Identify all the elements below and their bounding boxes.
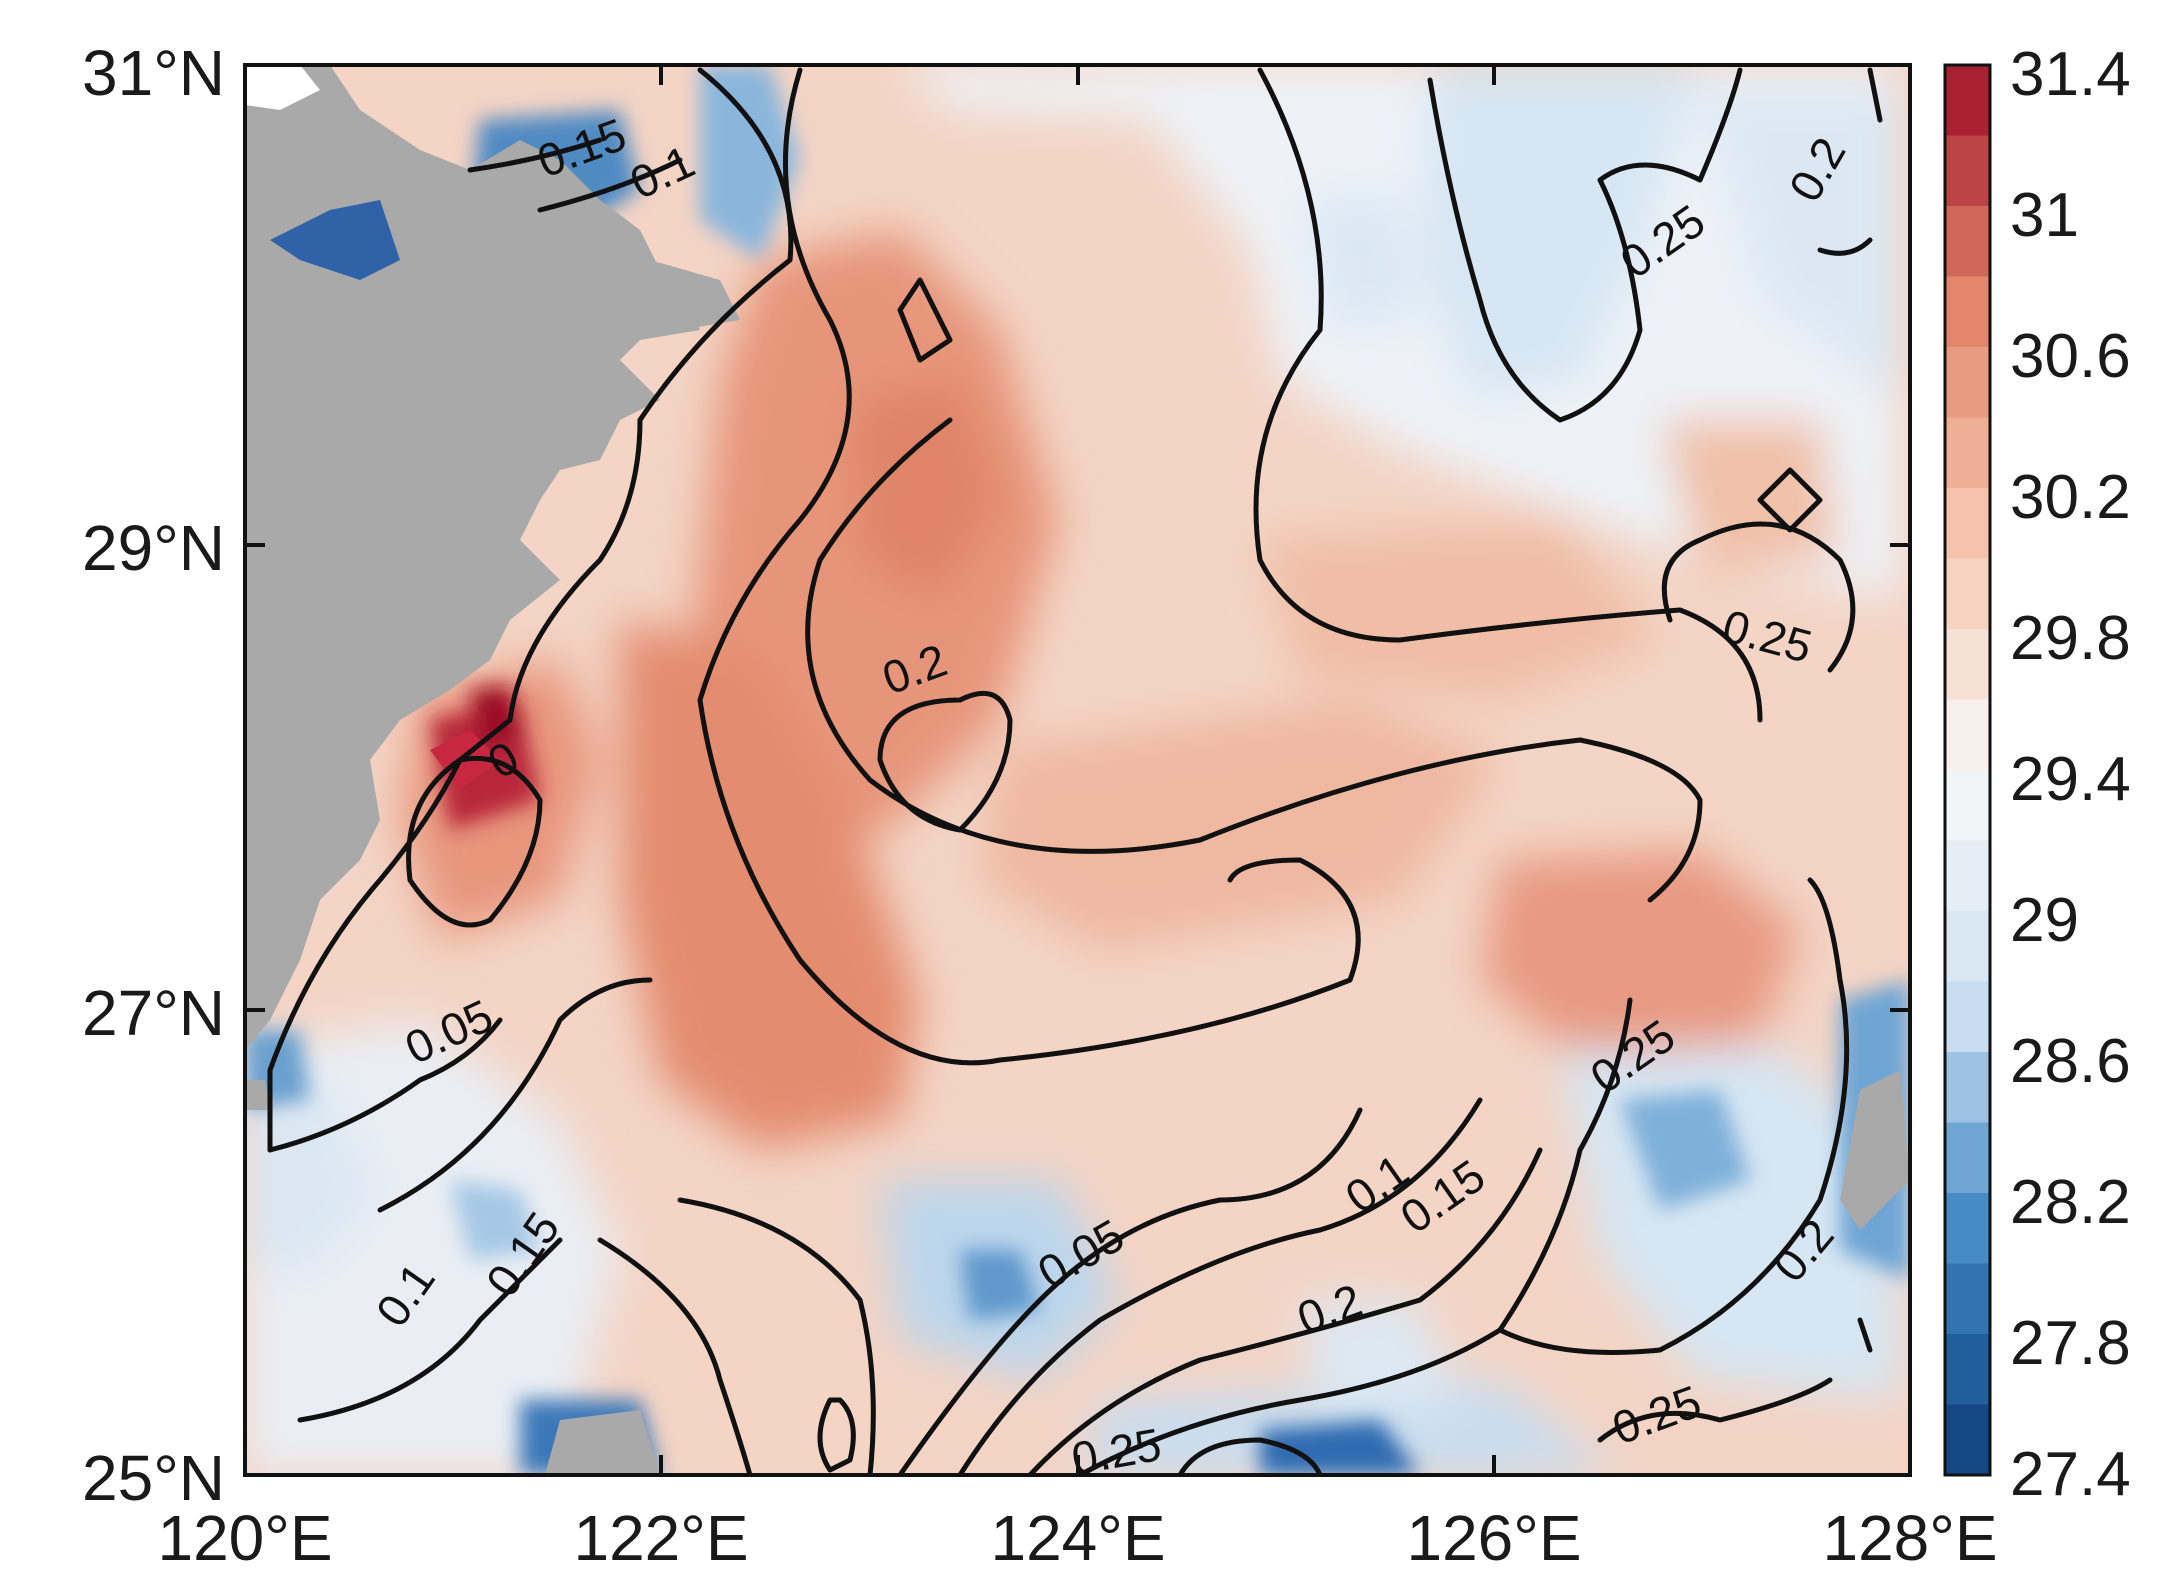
colorbar: 31.4 31 30.6 30.2 29.8 29.4 29 28.6 28.2…	[1943, 40, 2131, 1509]
sst-field: 0.15 0.1 0.25 0.2 0.25 0.2 0 0.05 0.1 0.…	[245, 65, 1910, 1475]
colorbar-label: 28.6	[2010, 1027, 2131, 1096]
lon-label-122e: 122°E	[573, 1502, 748, 1574]
colorbar-segment	[1945, 1193, 1990, 1264]
colorbar-segment	[1945, 1052, 1990, 1123]
colorbar-segment	[1945, 417, 1990, 489]
colorbar-label: 30.2	[2010, 463, 2131, 532]
colorbar-segment	[1945, 699, 1990, 771]
colorbar-segment	[1945, 65, 1990, 136]
colorbar-label: 27.4	[2010, 1440, 2131, 1509]
lat-label-29n: 29°N	[82, 512, 225, 584]
longitude-labels: 120°E 122°E 124°E 126°E 128°E	[157, 1502, 1997, 1574]
lat-label-27n: 27°N	[82, 977, 225, 1049]
colorbar-label: 27.8	[2010, 1309, 2131, 1378]
colorbar-segment	[1945, 276, 1990, 348]
colorbar-segment	[1945, 981, 1990, 1053]
colorbar-segment	[1945, 347, 1990, 418]
colorbar-label: 31	[2010, 181, 2079, 250]
lat-label-25n: 25°N	[82, 1442, 225, 1514]
colorbar-label: 30.6	[2010, 322, 2131, 391]
colorbar-segment	[1945, 488, 1990, 559]
colorbar-segment	[1945, 770, 1990, 841]
colorbar-segment	[1945, 629, 1990, 700]
colorbar-segment	[1945, 1404, 1990, 1476]
colorbar-label: 29.4	[2010, 745, 2131, 814]
colorbar-segment	[1945, 135, 1990, 207]
colorbar-label: 29.8	[2010, 604, 2131, 673]
lon-label-120e: 120°E	[157, 1502, 332, 1574]
colorbar-labels: 31.4 31 30.6 30.2 29.8 29.4 29 28.6 28.2…	[2010, 40, 2131, 1509]
latitude-labels: 31°N 29°N 27°N 25°N	[82, 37, 225, 1514]
map-ticks	[245, 65, 1910, 1475]
colorbar-segments	[1945, 65, 1990, 1476]
lon-label-126e: 126°E	[1406, 1502, 1581, 1574]
contour-lines	[267, 67, 1883, 1475]
colorbar-label: 28.2	[2010, 1168, 2131, 1237]
colorbar-segment	[1945, 911, 1990, 982]
colorbar-segment	[1945, 206, 1990, 277]
colorbar-segment	[1945, 558, 1990, 630]
colorbar-segment	[1945, 1334, 1990, 1405]
colorbar-label: 31.4	[2010, 40, 2131, 109]
lat-label-31n: 31°N	[82, 37, 225, 109]
colorbar-segment	[1945, 1122, 1990, 1194]
colorbar-segment	[1945, 1263, 1990, 1335]
lon-label-128e: 128°E	[1822, 1502, 1997, 1574]
colorbar-frame	[1943, 63, 1992, 1477]
colorbar-label: 29	[2010, 886, 2079, 955]
colorbar-segment	[1945, 840, 1990, 912]
lon-label-124e: 124°E	[990, 1502, 1165, 1574]
